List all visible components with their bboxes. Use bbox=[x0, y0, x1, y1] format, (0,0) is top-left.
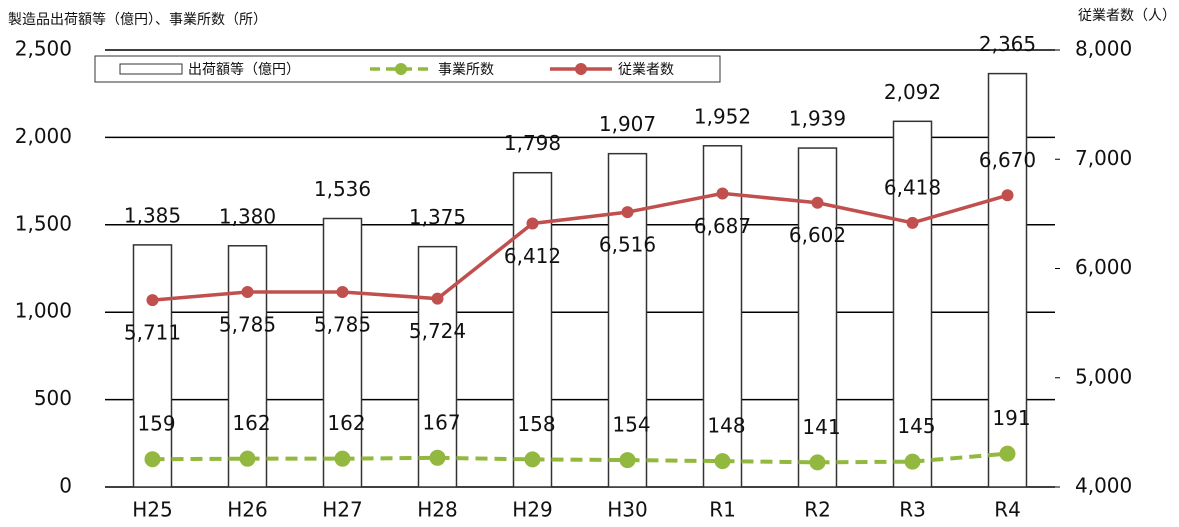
x-tick-label: H26 bbox=[227, 498, 268, 522]
line-marker bbox=[144, 451, 161, 468]
y-tick-label: 0 bbox=[59, 474, 72, 498]
line-value-label: 167 bbox=[422, 410, 460, 434]
y-axis-title: 製造品出荷額等（億円）、事業所数（所） bbox=[8, 11, 267, 28]
line-marker bbox=[239, 450, 256, 467]
line-marker bbox=[714, 453, 731, 470]
line-marker bbox=[1001, 189, 1014, 202]
bar-value-label: 1,798 bbox=[504, 131, 561, 155]
line-marker bbox=[906, 216, 919, 229]
y2-tick-label: 5,000 bbox=[1075, 364, 1132, 388]
line-marker bbox=[811, 196, 824, 209]
y-tick-label: 1,500 bbox=[15, 211, 72, 235]
line-marker bbox=[146, 294, 159, 307]
bar bbox=[132, 244, 173, 488]
line-value-label: 5,724 bbox=[409, 319, 466, 343]
y-tick-label: 500 bbox=[34, 386, 72, 410]
line-marker bbox=[619, 452, 636, 469]
line-value-label: 6,516 bbox=[599, 233, 656, 257]
line bbox=[152, 451, 1008, 465]
line-value-label: 5,711 bbox=[124, 321, 181, 345]
x-tick-label: R4 bbox=[994, 498, 1021, 522]
line-value-label: 5,785 bbox=[314, 312, 371, 336]
line-value-label: 6,418 bbox=[884, 175, 941, 199]
bar-value-label: 2,092 bbox=[884, 80, 941, 104]
bar bbox=[892, 120, 933, 488]
y2-tick-label: 7,000 bbox=[1075, 146, 1132, 170]
legend-marker bbox=[575, 63, 587, 75]
bar bbox=[607, 152, 648, 488]
line-marker bbox=[524, 451, 541, 468]
bar-value-label: 1,939 bbox=[789, 107, 846, 131]
bar bbox=[322, 217, 363, 488]
line-marker bbox=[241, 285, 254, 298]
y2-axis-title: 従業者数（人） bbox=[1078, 8, 1176, 24]
y-tick-label: 2,000 bbox=[15, 124, 72, 148]
line-value-label: 6,670 bbox=[979, 148, 1036, 172]
bar-value-label: 1,385 bbox=[124, 203, 181, 227]
legend-label: 出荷額等（億円） bbox=[188, 61, 300, 78]
line-marker bbox=[716, 187, 729, 200]
line-value-label: 6,412 bbox=[504, 244, 561, 268]
y2-tick-label: 6,000 bbox=[1075, 255, 1132, 279]
y2-tick-label: 4,000 bbox=[1075, 474, 1132, 498]
x-tick-label: R2 bbox=[804, 498, 831, 522]
y2-tick-label: 8,000 bbox=[1075, 37, 1132, 61]
x-tick-label: H25 bbox=[132, 498, 173, 522]
bar-value-label: 2,365 bbox=[979, 32, 1036, 56]
line-value-label: 141 bbox=[802, 415, 840, 439]
line-marker bbox=[334, 450, 351, 467]
x-tick-label: H30 bbox=[607, 498, 648, 522]
line-value-label: 6,687 bbox=[694, 214, 751, 238]
line-marker bbox=[336, 285, 349, 298]
x-tick-label: R1 bbox=[709, 498, 736, 522]
x-tick-label: H27 bbox=[322, 498, 363, 522]
legend-marker bbox=[395, 63, 407, 75]
line-value-label: 162 bbox=[327, 411, 365, 435]
line-marker bbox=[809, 454, 826, 471]
y-tick-label: 2,500 bbox=[15, 37, 72, 61]
line-value-label: 159 bbox=[137, 412, 175, 436]
bar-value-label: 1,380 bbox=[219, 204, 276, 228]
x-tick-label: R3 bbox=[899, 498, 926, 522]
line-marker bbox=[429, 449, 446, 466]
line-value-label: 148 bbox=[707, 414, 745, 438]
line-value-label: 6,602 bbox=[789, 223, 846, 247]
line bbox=[152, 191, 1008, 302]
line-marker bbox=[431, 292, 444, 305]
line-marker bbox=[904, 453, 921, 470]
bar bbox=[987, 72, 1028, 488]
line-marker bbox=[999, 445, 1016, 462]
legend-swatch bbox=[119, 63, 183, 75]
y-tick-label: 1,000 bbox=[15, 299, 72, 323]
bar-value-label: 1,952 bbox=[694, 104, 751, 128]
line-value-label: 145 bbox=[897, 414, 935, 438]
line-marker bbox=[621, 206, 634, 219]
line-value-label: 154 bbox=[612, 413, 650, 437]
line-value-label: 158 bbox=[517, 412, 555, 436]
bar bbox=[227, 245, 268, 488]
bar-value-label: 1,536 bbox=[314, 177, 371, 201]
x-tick-label: H29 bbox=[512, 498, 553, 522]
line-value-label: 191 bbox=[992, 406, 1030, 430]
line-value-label: 5,785 bbox=[219, 312, 276, 336]
x-tick-label: H28 bbox=[417, 498, 458, 522]
bar bbox=[702, 145, 743, 488]
line-marker bbox=[526, 217, 539, 230]
legend-label: 事業所数 bbox=[438, 62, 494, 78]
line-value-label: 162 bbox=[232, 411, 270, 435]
legend-label: 従業者数 bbox=[618, 62, 674, 78]
bar-value-label: 1,907 bbox=[599, 112, 656, 136]
bar-value-label: 1,375 bbox=[409, 205, 466, 229]
